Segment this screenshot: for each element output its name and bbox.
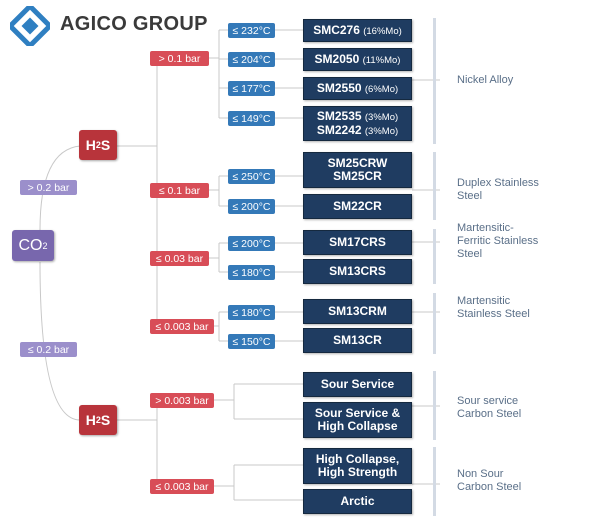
material-sm13crm: SM13CRM — [303, 299, 412, 324]
material-sm2550: SM2550 (6%Mo) — [303, 77, 412, 100]
material-name-line1: High Collapse, — [315, 452, 400, 466]
material-note: (3%Mo) — [364, 125, 399, 137]
category-line: Martensitic — [457, 295, 511, 307]
material-sm2535-sm2242: SM2535 (3%Mo) SM2242 (3%Mo) — [303, 106, 412, 141]
h2s-label-tail: S — [100, 137, 111, 153]
h2s-pressure-le-0.1: ≤ 0.1 bar — [150, 183, 209, 198]
category-line: Ferritic Stainless — [457, 235, 539, 247]
h2s-pressure-le-0.003: ≤ 0.003 bar — [150, 319, 214, 334]
category-line: Stainless Steel — [457, 308, 530, 320]
temp-200-duplex: ≤ 200°C — [228, 199, 275, 214]
h2s-pressure-le-0.003-bottom: ≤ 0.003 bar — [150, 479, 214, 494]
material-name-line2: High Collapse — [317, 419, 398, 433]
temp-204: ≤ 204°C — [228, 52, 275, 67]
material-sm13cr: SM13CR — [303, 328, 412, 353]
co2-node: CO 2 — [12, 230, 54, 261]
material-name: SM25CRW — [327, 156, 388, 170]
category-line: Steel — [457, 248, 483, 260]
h2s-label-tail: S — [100, 412, 111, 428]
brace-nickel — [433, 18, 436, 144]
material-sm25crw-sm25cr: SM25CRW SM25CR — [303, 152, 412, 188]
material-name: SM2050 — [314, 51, 360, 66]
category-sour-service-carbon: Sour service Carbon Steel — [457, 395, 521, 421]
category-line: Carbon Steel — [457, 481, 522, 493]
material-sm2050: SM2050 (11%Mo) — [303, 48, 412, 71]
material-name-line1: Sour Service & — [314, 406, 401, 420]
h2s-pressure-gt-0.1: > 0.1 bar — [150, 51, 209, 66]
category-non-sour-carbon: Non Sour Carbon Steel — [457, 468, 521, 494]
material-sour-service-high-collapse: Sour Service & High Collapse — [303, 402, 412, 438]
co2-subscript: 2 — [42, 240, 48, 251]
material-sm17crs: SM17CRS — [303, 230, 412, 255]
material-high-collapse-high-strength: High Collapse, High Strength — [303, 448, 412, 484]
co2-pressure-low: ≤ 0.2 bar — [20, 342, 77, 357]
category-line: Duplex Stainless — [457, 177, 539, 189]
category-line: Carbon Steel — [457, 408, 522, 420]
category-line: Steel — [457, 190, 483, 202]
material-smc276: SMC276 (16%Mo) — [303, 19, 412, 42]
category-line: Martensitic- — [457, 222, 514, 234]
h2s-pressure-gt-0.003: > 0.003 bar — [150, 393, 214, 408]
category-duplex: Duplex Stainless Steel — [457, 177, 539, 203]
h2s-label: H — [85, 137, 96, 153]
h2s-pressure-le-0.03: ≤ 0.03 bar — [150, 251, 209, 266]
brace-sour-carbon — [433, 371, 436, 440]
h2s-label: H — [85, 412, 96, 428]
material-note: (16%Mo) — [363, 25, 402, 37]
temp-250: ≤ 250°C — [228, 169, 275, 184]
temp-180-mart: ≤ 180°C — [228, 305, 275, 320]
category-martensitic-ferritic: Martensitic- Ferritic Stainless Steel — [457, 222, 538, 261]
material-sm22cr: SM22CR — [303, 194, 412, 219]
brace-martensitic-ferritic — [433, 229, 436, 284]
brace-martensitic — [433, 293, 436, 354]
co2-pressure-high: > 0.2 bar — [20, 180, 77, 195]
material-sour-service: Sour Service — [303, 372, 412, 397]
temp-200-mf: ≤ 200°C — [228, 236, 275, 251]
temp-149: ≤ 149°C — [228, 111, 275, 126]
temp-150: ≤ 150°C — [228, 334, 275, 349]
category-line: Non Sour — [457, 468, 504, 480]
agico-logo-icon — [10, 6, 50, 46]
brace-duplex — [433, 152, 436, 220]
material-name: SM2535 — [316, 108, 362, 123]
h2s-subscript: 2 — [95, 140, 101, 150]
category-nickel-alloy: Nickel Alloy — [457, 74, 514, 86]
material-note: (11%Mo) — [362, 54, 401, 66]
material-name-line2: High Strength — [317, 465, 398, 479]
temp-177: ≤ 177°C — [228, 81, 275, 96]
brace-nonsour-carbon — [433, 447, 436, 516]
material-note: (3%Mo) — [364, 111, 399, 123]
material-name: SMC276 — [313, 22, 360, 37]
category-line: Sour service — [457, 395, 519, 407]
h2s-subscript: 2 — [95, 415, 101, 425]
material-sm13crs: SM13CRS — [303, 259, 412, 284]
brand-name: AGICO GROUP — [60, 13, 208, 35]
co2-label: CO — [18, 236, 43, 254]
temp-180-mf: ≤ 180°C — [228, 265, 275, 280]
material-note: (6%Mo) — [364, 83, 399, 95]
material-arctic: Arctic — [303, 489, 412, 514]
category-martensitic: Martensitic Stainless Steel — [457, 295, 530, 321]
material-name: SM2550 — [316, 80, 362, 95]
temp-232: ≤ 232°C — [228, 23, 275, 38]
material-name: SM25CR — [333, 169, 382, 183]
material-name: SM2242 — [316, 122, 362, 137]
